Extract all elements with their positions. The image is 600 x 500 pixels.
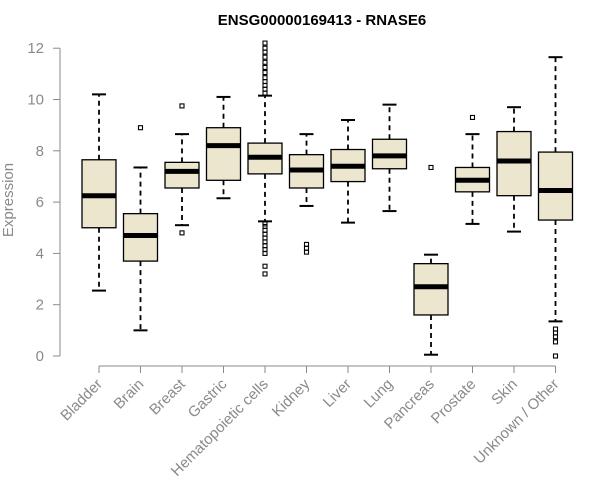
outlier-point [179, 230, 185, 236]
x-category-label: Skin [488, 376, 521, 409]
box-group-lung [371, 103, 408, 213]
y-axis-label: Expression [0, 163, 17, 237]
box-group-liver [330, 119, 366, 224]
y-tick-label: 2 [36, 297, 44, 314]
outlier-point [262, 70, 268, 76]
outlier-point [262, 54, 268, 60]
outlier-point [137, 125, 144, 131]
box-group-bladder [81, 93, 117, 292]
outlier-point [262, 90, 268, 96]
outlier-point [262, 64, 268, 70]
outlier-point [262, 271, 268, 277]
outlier-point [469, 114, 476, 121]
x-category-label: Lung [361, 376, 397, 412]
box-iqr [537, 151, 574, 221]
box-group-skin [496, 106, 532, 233]
outlier-point [262, 250, 268, 256]
y-tick-label: 8 [36, 143, 44, 160]
y-axis: 0 2 4 6 8 10 12 [27, 40, 61, 365]
box-iqr [164, 161, 200, 189]
plot-area [81, 40, 574, 359]
outlier-point [262, 221, 268, 227]
x-category-label: Breast [146, 375, 189, 418]
outlier-point [179, 103, 185, 109]
outlier-point [303, 249, 310, 255]
box-group-pancreas [413, 164, 449, 356]
box-group-kidney [288, 133, 325, 255]
outlier-point [428, 164, 434, 171]
outlier-point [262, 49, 268, 55]
y-tick-label: 12 [27, 40, 44, 57]
box-group-breast [164, 103, 200, 236]
x-category-label: Kidney [269, 375, 314, 420]
y-tick-label: 4 [36, 245, 44, 262]
outlier-point [262, 263, 268, 269]
outlier-point [552, 334, 559, 340]
outlier-point [262, 59, 268, 65]
box-iqr [496, 130, 532, 197]
box-group-hematopoietic-cells [247, 40, 283, 277]
chart-title: ENSG00000169413 - RNASE6 [218, 12, 426, 29]
box-iqr [205, 127, 242, 181]
outlier-point [262, 40, 268, 46]
y-tick-label: 0 [36, 348, 44, 365]
outlier-point [552, 353, 559, 359]
box-iqr [413, 263, 449, 316]
x-category-label: Liver [320, 376, 355, 411]
x-category-label: Brain [111, 376, 148, 413]
y-tick-label: 6 [36, 194, 44, 211]
box-group-brain [122, 125, 159, 332]
x-category-label: Prostate [428, 376, 480, 428]
box-group-gastric [205, 95, 242, 200]
box-group-prostate [454, 114, 491, 225]
y-tick-label: 10 [27, 92, 44, 109]
x-category-label: Bladder [57, 376, 106, 425]
box-group-unknown-other [537, 56, 574, 359]
outlier-point [552, 339, 559, 345]
